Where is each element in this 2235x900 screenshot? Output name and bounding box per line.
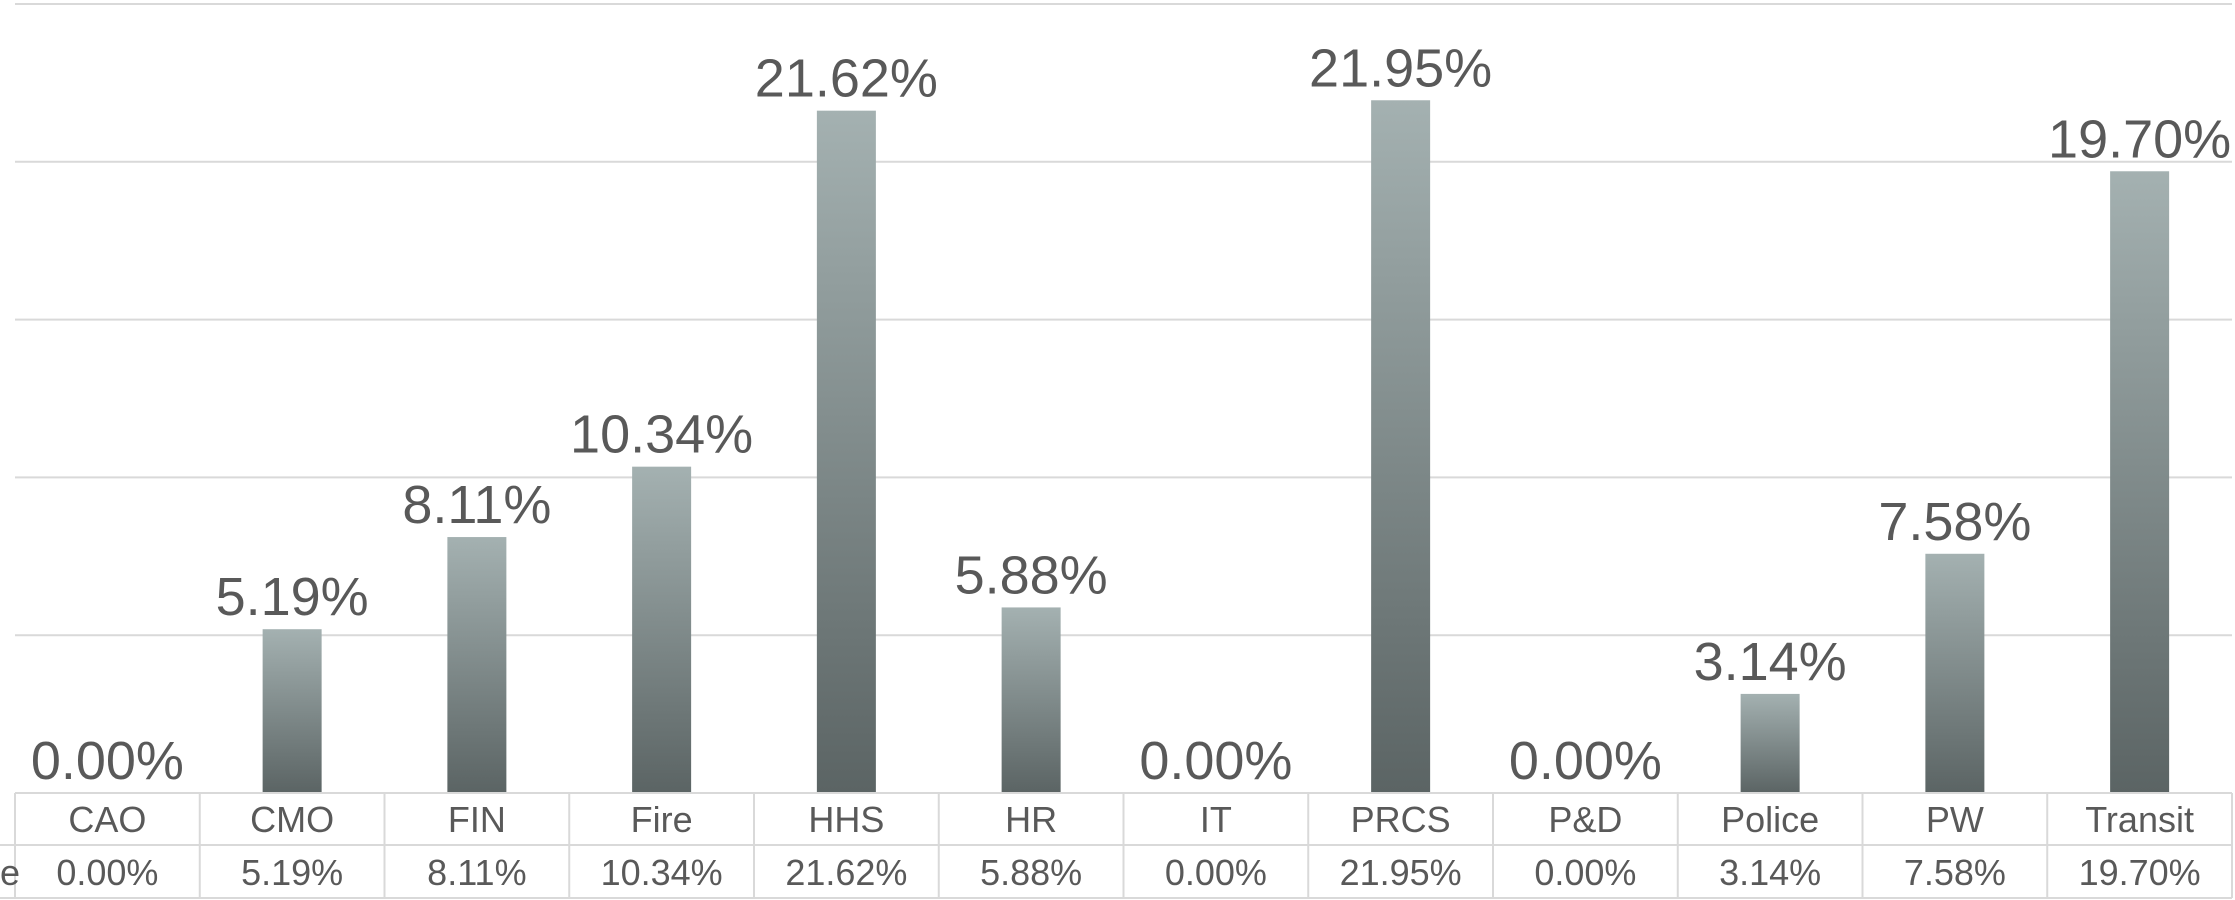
bar bbox=[2110, 171, 2170, 793]
bar bbox=[1740, 693, 1800, 793]
table-value: 5.88% bbox=[980, 852, 1082, 893]
bar bbox=[262, 629, 322, 793]
tick-label: PRCS bbox=[1351, 799, 1451, 840]
data-label: 8.11% bbox=[402, 475, 551, 535]
tick-label: CAO bbox=[68, 799, 146, 840]
data-label: 10.34% bbox=[570, 405, 753, 465]
bar bbox=[1001, 607, 1061, 793]
bar bbox=[632, 466, 692, 793]
table-value: 0.00% bbox=[56, 852, 158, 893]
data-table: CAO 0.00% CMO 5.19% FIN 8.11% Fire 10.34% HHS 21.… bbox=[0, 792, 2233, 899]
bar bbox=[1371, 100, 1431, 794]
table-value: 3.14% bbox=[1719, 852, 1821, 893]
tick-label: HR bbox=[1005, 799, 1057, 840]
table-value: 0.00% bbox=[1165, 852, 1267, 893]
table-value: 21.95% bbox=[1340, 852, 1462, 893]
tick-label: Fire bbox=[631, 799, 693, 840]
tick-label: HHS bbox=[808, 799, 884, 840]
table-value: 7.58% bbox=[1904, 852, 2006, 893]
tick-label: FIN bbox=[448, 799, 506, 840]
bar bbox=[447, 537, 507, 793]
tick-label: IT bbox=[1200, 799, 1232, 840]
data-label: 19.70% bbox=[2048, 109, 2231, 169]
data-label: 5.88% bbox=[955, 545, 1108, 605]
table-value: 21.62% bbox=[785, 852, 907, 893]
tick-label: P&D bbox=[1548, 799, 1622, 840]
data-label: 0.00% bbox=[1509, 731, 1662, 791]
tick-label: Police bbox=[1721, 799, 1819, 840]
bars bbox=[262, 100, 2170, 794]
data-label: 5.19% bbox=[216, 567, 369, 627]
data-label: 0.00% bbox=[31, 731, 184, 791]
legend-fragment: e bbox=[0, 852, 20, 893]
table-value: 5.19% bbox=[241, 852, 343, 893]
data-label: 21.62% bbox=[755, 49, 938, 109]
data-label: 0.00% bbox=[1139, 731, 1292, 791]
table-value: 8.11% bbox=[427, 852, 526, 893]
data-labels: 0.00% 5.19% 8.11% 10.34% 21.62% 5.88% 0.00% 21.… bbox=[31, 38, 2231, 791]
gridlines bbox=[15, 3, 2232, 637]
bar bbox=[1925, 553, 1985, 793]
bar bbox=[816, 110, 876, 794]
tick-label: Transit bbox=[2085, 799, 2194, 840]
table-value: 19.70% bbox=[2079, 852, 2201, 893]
data-label: 3.14% bbox=[1694, 632, 1847, 692]
table-value: 10.34% bbox=[601, 852, 723, 893]
tick-label: PW bbox=[1926, 799, 1984, 840]
table-value: 0.00% bbox=[1534, 852, 1636, 893]
data-label: 7.58% bbox=[1878, 492, 2031, 552]
data-label: 21.95% bbox=[1309, 38, 1492, 98]
tick-label: CMO bbox=[250, 799, 334, 840]
